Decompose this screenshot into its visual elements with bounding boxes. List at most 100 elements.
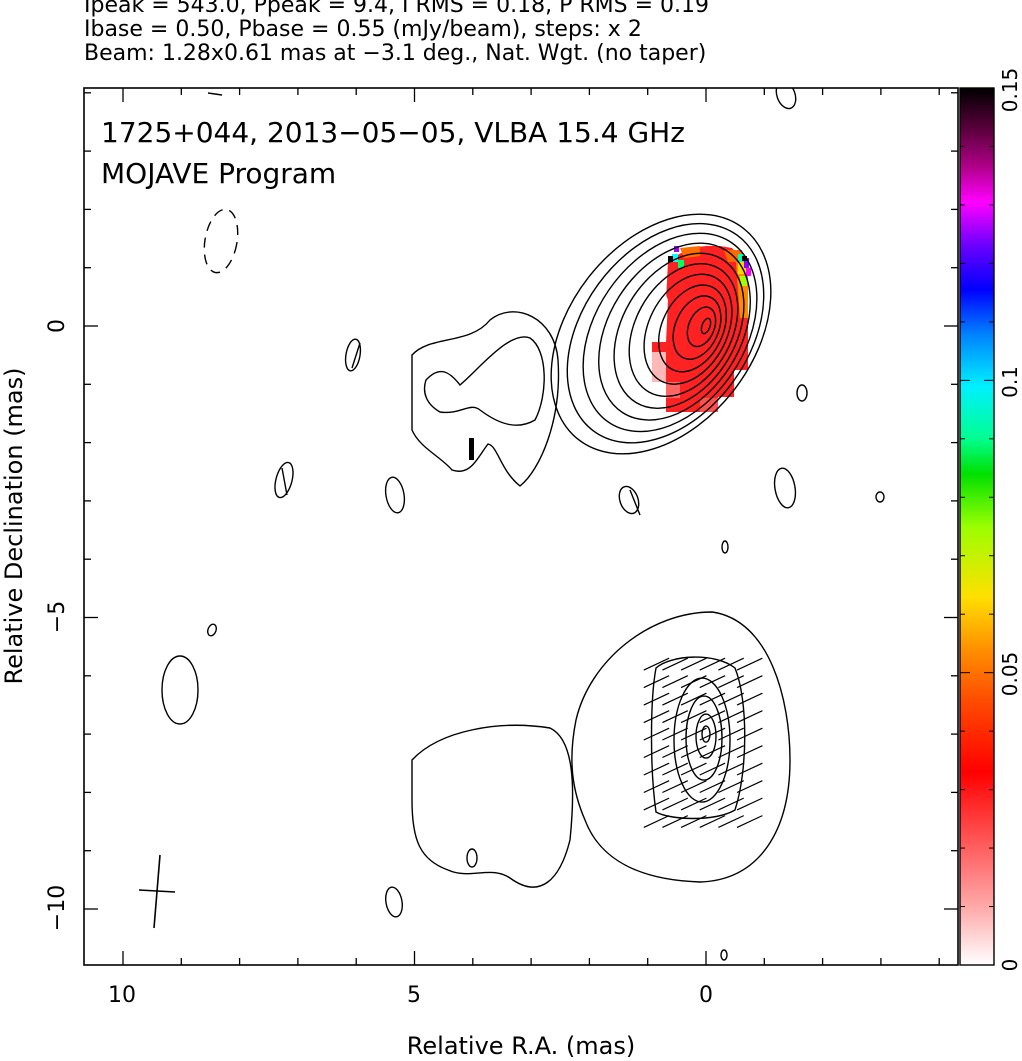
evpa-vector (736, 815, 763, 829)
core-contour (582, 232, 758, 433)
evpa-vector (718, 815, 745, 829)
jet-contour-inner (423, 336, 545, 426)
evpa-vector (643, 710, 670, 724)
evpa-vector (680, 692, 707, 706)
noise-contour (344, 338, 362, 372)
header-line-base-levels: Ibase = 0.50, Pbase = 0.55 (mJy/beam), s… (84, 17, 642, 42)
evpa-vector (680, 815, 707, 829)
colorbar-label-0: 0 (998, 959, 1022, 972)
core-contour (566, 222, 765, 444)
evpa-vector (699, 780, 726, 794)
colorbar-label-0-1: 0.1 (998, 366, 1022, 398)
noise-contour (384, 476, 406, 514)
evpa-vector (718, 762, 745, 776)
beam-marker (138, 854, 176, 929)
evpa-vector (736, 710, 763, 724)
evpa-vector (718, 797, 745, 811)
core-contour (658, 284, 727, 373)
evpa-vector (699, 675, 726, 689)
evpa-vector (662, 745, 689, 759)
noise-contour (466, 848, 478, 868)
lower-contour-outer (571, 611, 791, 883)
header-line-intensity: Ipeak = 543.0, Ppeak = 9.4, I RMS = 0.18… (84, 0, 709, 18)
evpa-vector (699, 657, 726, 671)
evpa-vector (662, 710, 689, 724)
evpa-vector (662, 657, 689, 671)
evpa-vector (736, 780, 763, 794)
evpa-vector (643, 780, 670, 794)
evpa-vector (680, 745, 707, 759)
x-tick-label-0: 0 (699, 983, 713, 1008)
evpa-vector (736, 745, 763, 759)
evpa-vector (662, 797, 689, 811)
evpa-vector (718, 657, 745, 671)
core-contour (686, 306, 717, 348)
evpa-vector (736, 727, 763, 741)
residual-mark (469, 438, 474, 460)
lower-core-contour (695, 713, 717, 759)
noise-contour (721, 540, 729, 554)
evpa-vector (662, 727, 689, 741)
core-contour (613, 252, 745, 409)
evpa-vector (718, 692, 745, 706)
core-contour (700, 317, 712, 335)
evpa-vector (662, 762, 689, 776)
evpa-vector (736, 675, 763, 689)
evpa-vector (699, 745, 726, 759)
evpa-vectors (643, 657, 763, 829)
evpa-vector (736, 797, 763, 811)
noise-contour (720, 949, 728, 961)
noise-contour (796, 384, 808, 402)
y-axis-label: Relative Declination (mas) (0, 367, 28, 684)
evpa-vector (680, 727, 707, 741)
core-contour (550, 213, 772, 455)
source-title: 1725+044, 2013−05−05, VLBA 15.4 GHz (101, 116, 685, 149)
core-contour (643, 273, 733, 385)
program-title: MOJAVE Program (101, 157, 336, 190)
jet-contour-outer (411, 311, 560, 487)
evpa-vector (736, 762, 763, 776)
noise-contour (775, 88, 797, 110)
core-contour (672, 295, 722, 360)
x-tick-label-10: 10 (108, 983, 136, 1008)
noise-contour (207, 623, 217, 637)
evpa-vector (662, 780, 689, 794)
colorbar-label-0-05: 0.05 (998, 652, 1022, 697)
noise-contour (385, 886, 403, 918)
evpa-vector (736, 692, 763, 706)
evpa-vector (662, 815, 689, 829)
evpa-vector (680, 797, 707, 811)
evpa-vector (662, 675, 689, 689)
header-line-beam: Beam: 1.28x0.61 mas at −3.1 deg., Nat. W… (84, 41, 707, 66)
negative-contour (203, 208, 239, 274)
evpa-vector (680, 657, 707, 671)
lower-core-contour (701, 725, 711, 743)
evpa-vector (699, 797, 726, 811)
evpa-vector (718, 710, 745, 724)
noise-contour (875, 491, 885, 503)
evpa-vector (680, 762, 707, 776)
evpa-vector (699, 762, 726, 776)
evpa-vector (643, 657, 670, 671)
evpa-vector (699, 710, 726, 724)
lower-jet-contour (411, 724, 574, 888)
y-tick-label-minus5: −5 (45, 601, 70, 633)
colorbar (959, 87, 995, 966)
evpa-vector (643, 745, 670, 759)
evpa-vector (736, 657, 763, 671)
evpa-vector (680, 675, 707, 689)
noise-contour (773, 467, 797, 509)
axis-ticks (84, 88, 958, 965)
core-contour (628, 262, 739, 398)
colorbar-label-0-15: 0.15 (998, 68, 1022, 113)
x-axis-label: Relative R.A. (mas) (407, 1032, 635, 1060)
evpa-vector (643, 815, 670, 829)
y-tick-label-minus10: −10 (45, 885, 70, 931)
stokes-i-contours (161, 88, 885, 961)
evpa-vector (718, 675, 745, 689)
evpa-vector (643, 675, 670, 689)
noise-contour (618, 485, 640, 515)
core-contour (598, 242, 751, 421)
plot-frame (83, 87, 959, 966)
